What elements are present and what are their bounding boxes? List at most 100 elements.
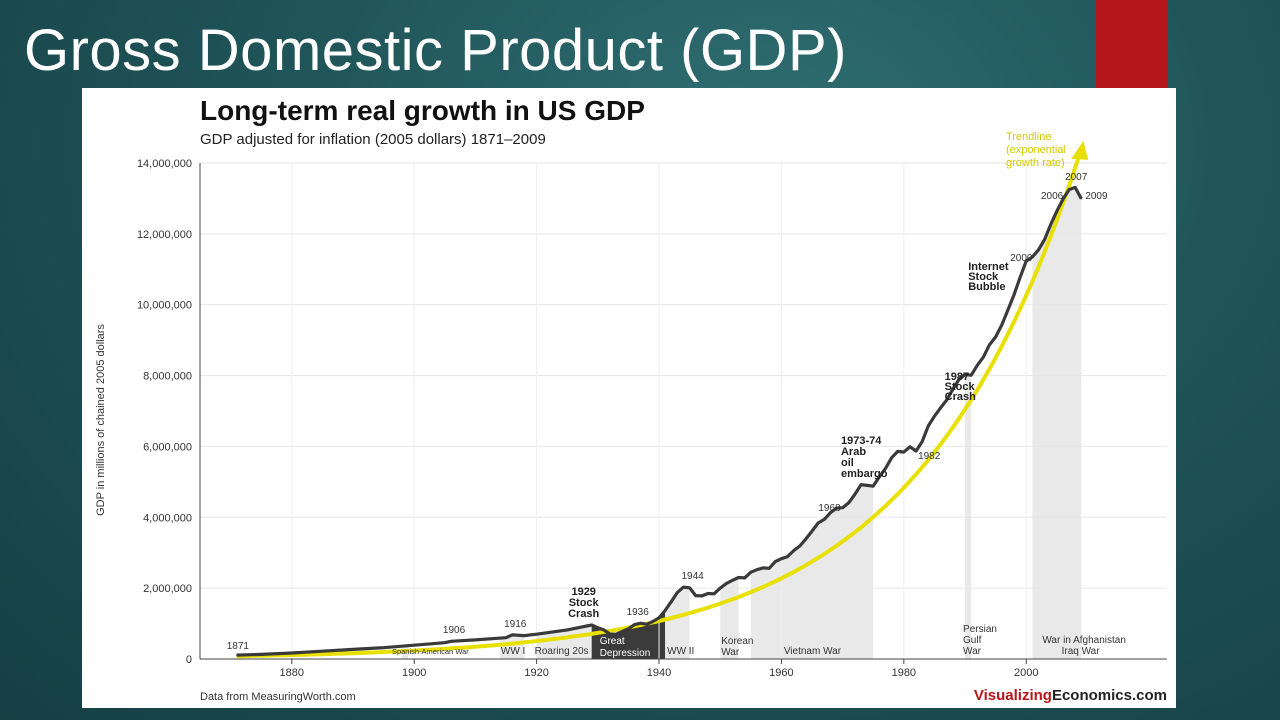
data-point [829,512,831,514]
data-point [1037,249,1040,251]
callout-1871: 1871 [227,641,250,652]
trendline-label-line: Trendline [1006,131,1051,143]
data-point [835,507,838,509]
callout-1944: 1944 [682,571,705,582]
data-point [523,635,525,637]
callout-internet-bubble-line: Stock [968,271,999,283]
x-tick-label: 1900 [402,667,426,679]
callout-oil-embargo-line: 1973-74 [841,435,882,447]
slide-title: Gross Domestic Product (GDP) [24,18,847,83]
chart-title: Long-term real growth in US GDP [200,95,645,126]
callout-2009: 2009 [1085,191,1108,202]
data-point [799,545,801,547]
trendline-arrowhead [1071,140,1089,160]
data-point [946,399,948,401]
axes: 0 2,000,000 4,000,000 6,000,000 8,000,000 10,… [137,158,1167,679]
data-point [805,538,807,540]
y-tick-label: 0 [186,654,192,666]
data-point [1001,324,1003,326]
data-point [884,467,887,469]
data-point [750,571,752,573]
data-point [444,642,446,644]
data-point [352,648,354,651]
data-point [1056,210,1058,212]
y-tick-label: 6,000,000 [143,441,192,453]
callout-1987-stock-crash-line: Crash [945,391,976,403]
x-tick-label: 1980 [892,667,916,679]
y-axis-label: GDP in millions of chained 2005 dollars [95,324,107,516]
data-point [854,493,856,495]
data-point [603,629,605,631]
data-point [640,622,642,624]
data-point [646,623,648,625]
event-korean-war-line: Korean [721,636,753,647]
data-point [762,567,764,569]
shaded-period [499,634,525,659]
data-point [511,634,513,636]
callout-1929-stock-crash: 1929 Stock Crash [568,586,599,620]
data-point [964,373,966,376]
accent-bar [1096,0,1168,90]
data-point [768,567,770,569]
event-spanish-american-war: Spanish-American War [392,647,469,656]
data-point [890,457,893,459]
x-tick-label: 2000 [1014,667,1038,679]
callout-1929-stock-crash-line: 1929 [571,586,595,598]
shaded-period [750,484,874,659]
data-point [952,388,954,390]
data-point [878,476,880,478]
data-point [774,560,776,563]
data-point [505,637,507,639]
trendline-label-line: (exponential [1006,144,1066,156]
data-point [939,407,942,409]
data-point [676,591,678,593]
data-point [658,617,660,619]
data-point [737,576,740,579]
data-point [1074,186,1076,189]
data-point [627,628,630,630]
data-point [842,507,844,509]
y-tick-label: 8,000,000 [143,371,192,383]
data-point [719,587,721,589]
data-point [260,653,262,655]
data-point [988,344,991,346]
callout-2000: 2000 [1010,253,1033,264]
data-point [1050,224,1052,226]
data-point [756,569,758,571]
callout-1987-stock-crash-line: Stock [945,381,976,393]
event-ww1: WW I [501,646,525,657]
trendline: Trendline (exponential growth rate) [236,131,1089,659]
callout-oil-embargo: 1973-74 Arab oil embargo [841,435,888,480]
callout-1982: 1982 [918,451,941,462]
callout-internet-bubble-line: Internet [968,261,1009,273]
gdp-series [236,185,1083,657]
event-persian-gulf-war: Persian Gulf War [963,624,997,657]
data-point [866,484,868,486]
trendline-curve [236,148,1084,659]
x-tick-label: 1920 [524,667,548,679]
data-point [848,502,850,504]
data-point [609,633,611,635]
data-point [682,586,685,588]
shaded-period [1032,187,1082,659]
data-point [701,595,703,597]
event-korean-war-line: War [721,647,740,658]
data-point [744,577,746,579]
data-point [633,624,636,626]
data-point [474,639,477,641]
y-tick-label: 10,000,000 [137,300,192,312]
data-point [1013,294,1015,296]
shaded-period [965,374,972,659]
x-tick-label: 1940 [647,667,671,679]
data-point [615,633,617,635]
data-point [725,582,727,585]
event-war-in-afghanistan: War in Afghanistan [1042,635,1126,646]
y-tick-label: 2,000,000 [143,583,192,595]
data-point [621,630,623,632]
data-point [670,601,672,603]
shaded-period [591,610,666,659]
callout-1929-stock-crash-line: Stock [569,597,600,609]
data-point [897,450,899,452]
data-point [860,484,862,486]
gdp-line [236,185,1083,657]
